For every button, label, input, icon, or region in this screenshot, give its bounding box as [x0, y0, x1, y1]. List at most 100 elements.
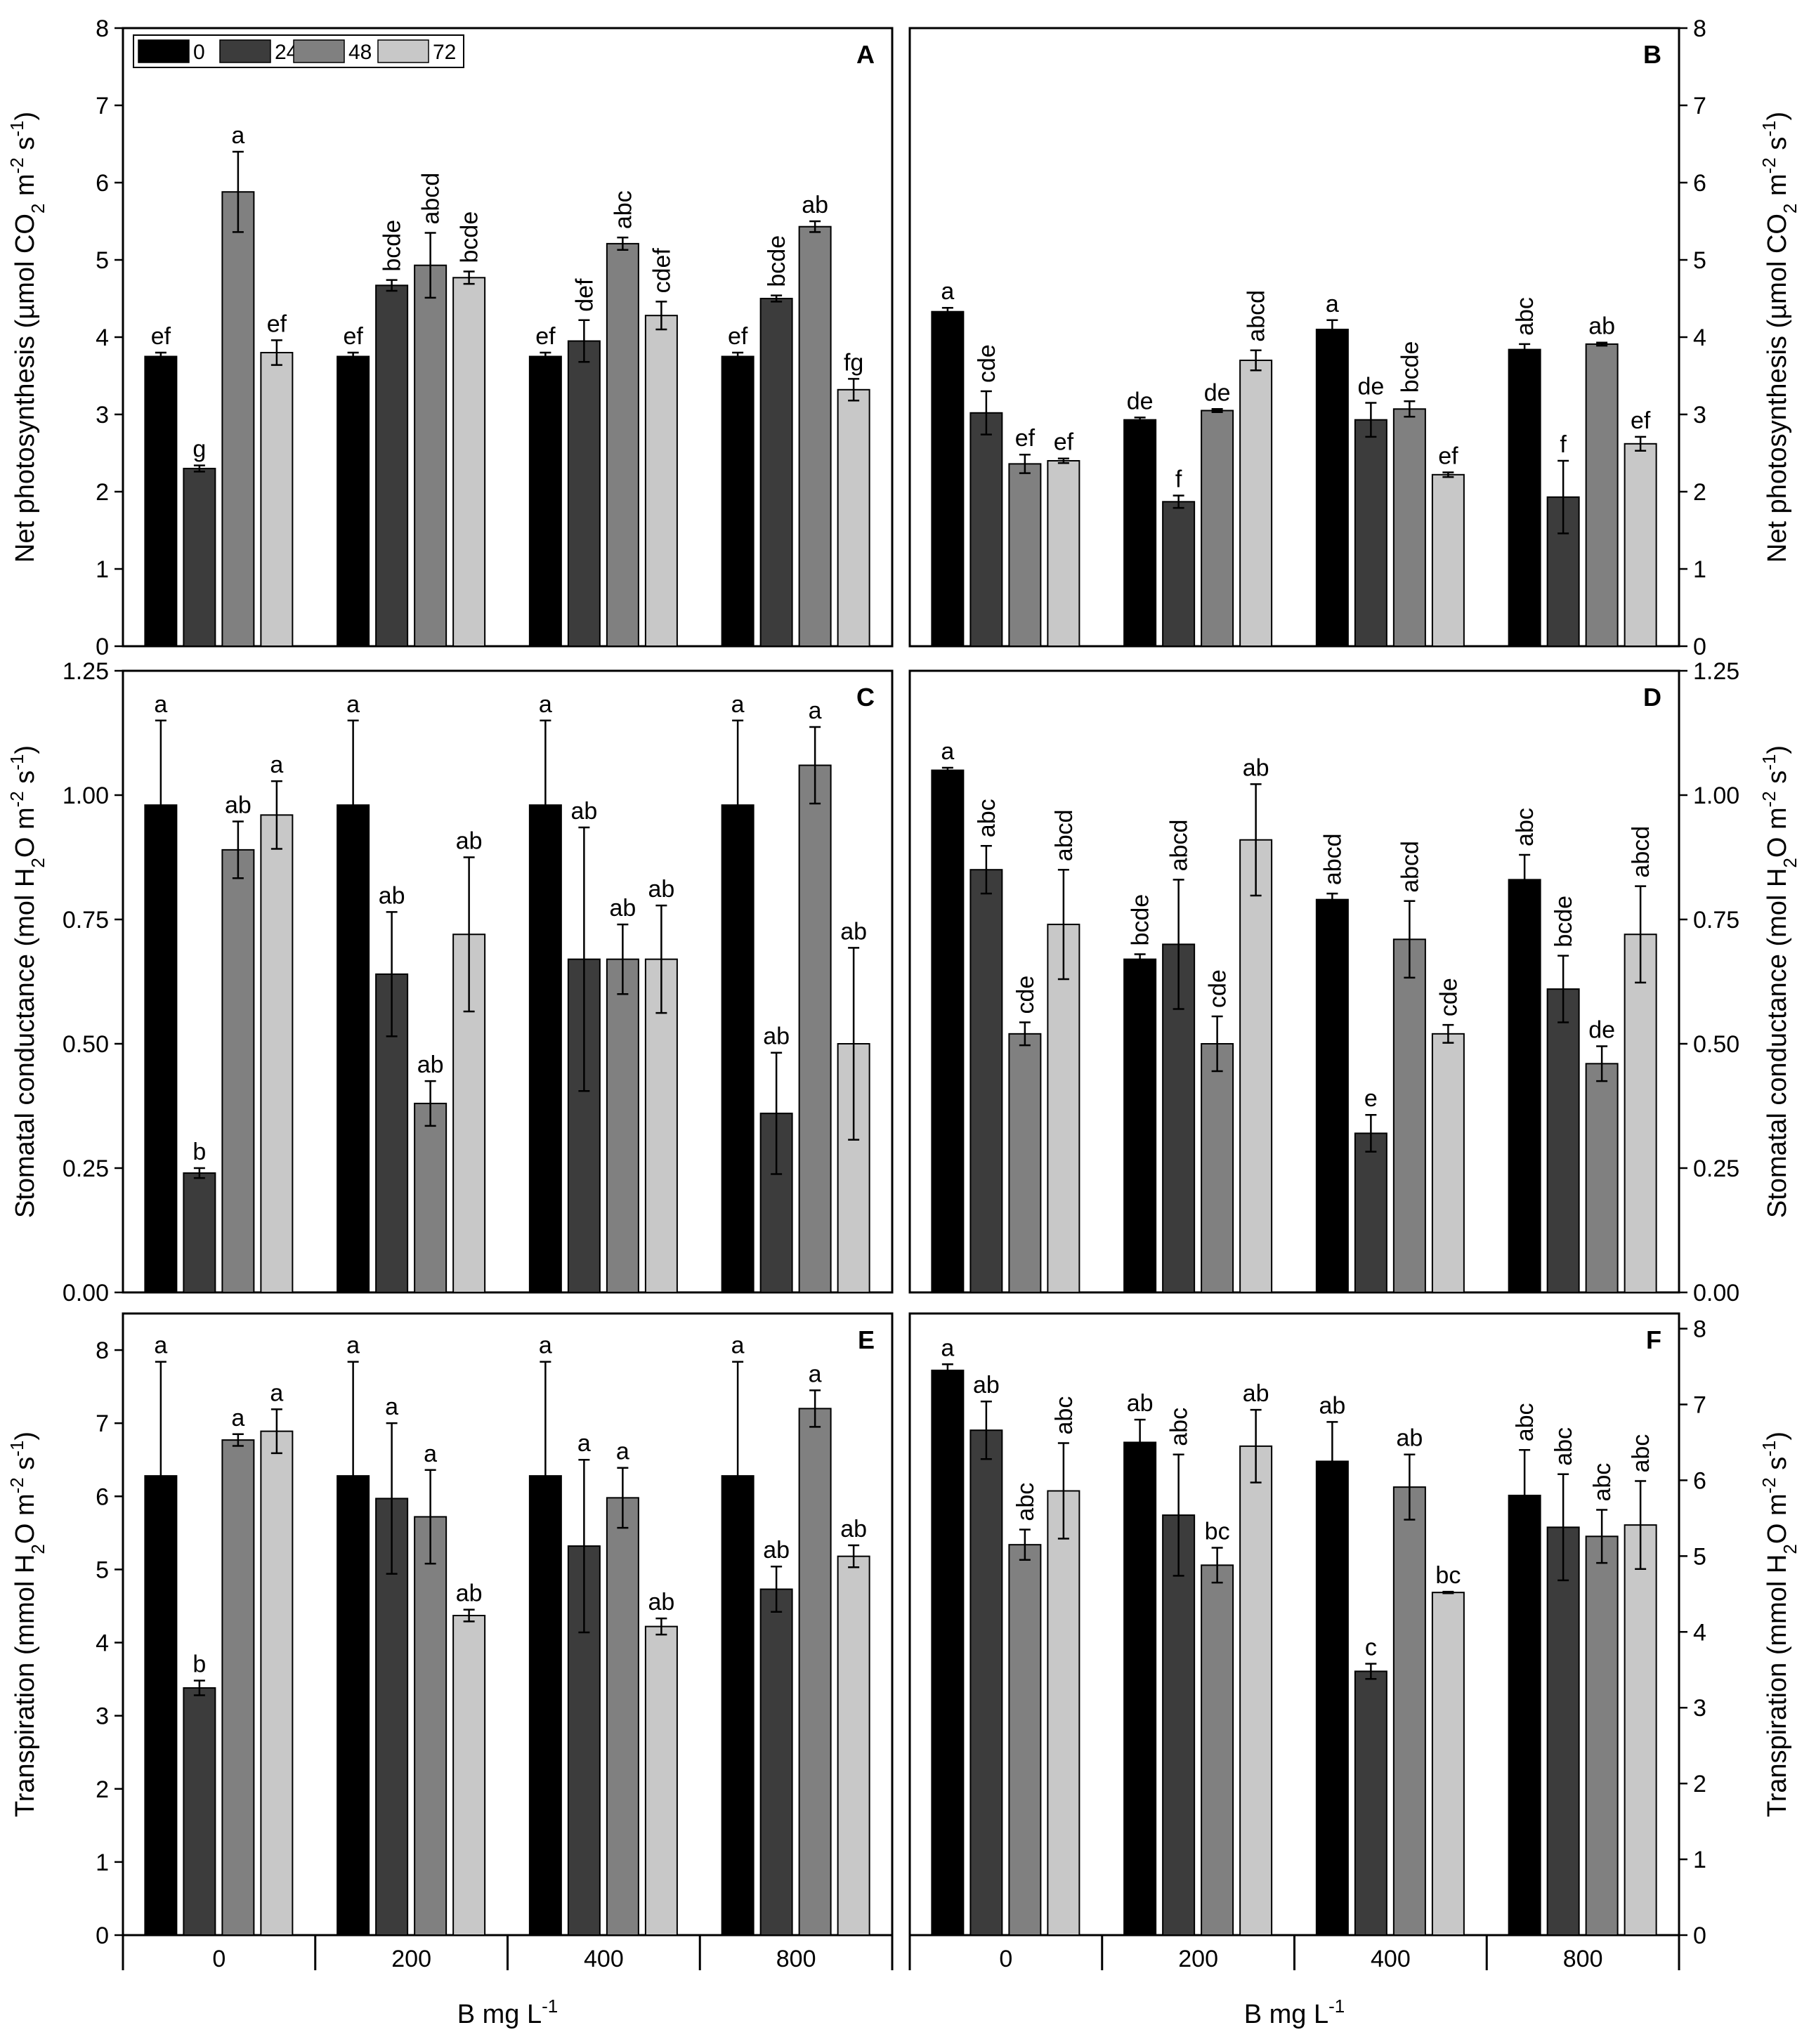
bar: [260, 1430, 294, 1936]
y-tick-label: 5: [96, 1557, 109, 1583]
bar: [1008, 463, 1042, 648]
y-axis-label-part: O m: [1763, 1493, 1792, 1544]
y-axis-label-part: ): [11, 745, 40, 754]
bar: [1392, 408, 1426, 647]
bar: [452, 1615, 486, 1936]
significance-letter: ab: [1243, 754, 1269, 781]
y-axis-label-part: 2: [27, 1544, 48, 1554]
bar: [1431, 473, 1465, 647]
bar: [1508, 879, 1541, 1293]
bar: [1354, 1132, 1387, 1293]
bar: [1508, 1495, 1541, 1936]
significance-letter: abc: [1051, 1396, 1078, 1435]
y-tick-label: 0: [1693, 1922, 1706, 1949]
series-0: a de a abc: [931, 278, 1541, 647]
significance-letter: a: [270, 1380, 283, 1406]
y-tick-label: 1.25: [63, 658, 109, 685]
series-24: cde f de f: [969, 344, 1580, 648]
significance-letter: a: [231, 1405, 244, 1432]
y-axis-label-part: m: [11, 173, 40, 203]
y-tick-label: 1.00: [1693, 782, 1739, 809]
bar: [837, 1555, 870, 1937]
bar-series-group: ef ef ef ef g bcde def bcde a abcd abc ab ef bcde cdef…: [144, 122, 870, 647]
significance-letter: b: [192, 1651, 206, 1678]
y-axis-label-part: m: [1763, 173, 1792, 203]
bar: [1008, 1033, 1042, 1293]
y-axis-label-part: Net photosynthesis (µmol CO: [11, 214, 40, 563]
significance-letter: a: [231, 122, 244, 149]
x-axis-label-sup: -1: [1328, 1996, 1345, 2017]
panel-label: B: [1643, 40, 1661, 69]
significance-letter: abc: [1550, 1427, 1577, 1466]
significance-letter: cde: [974, 344, 1000, 383]
x-axis-label: B mg L-1: [1244, 1996, 1345, 2029]
significance-letter: a: [731, 691, 745, 718]
series-48: abc bc ab abc: [1008, 1425, 1619, 1937]
significance-letter: ef: [1438, 443, 1458, 470]
significance-letter: ef: [1054, 429, 1074, 456]
significance-letter: a: [809, 1361, 822, 1387]
significance-letter: bcde: [1550, 896, 1577, 948]
y-axis-label-part: 2: [1779, 204, 1801, 214]
bar: [183, 468, 216, 647]
y-tick-label: 4: [96, 1630, 109, 1657]
significance-letter: abcd: [1319, 833, 1346, 885]
y-tick-label: 0.75: [1693, 907, 1739, 933]
y-tick-label: 1.00: [63, 782, 109, 809]
significance-letter: ab: [1588, 313, 1615, 340]
significance-letter: ab: [763, 1023, 790, 1050]
bar: [1047, 924, 1080, 1293]
significance-letter: g: [192, 436, 206, 463]
x-tick-label: 400: [584, 1946, 624, 1972]
significance-letter: abc: [1628, 1434, 1654, 1473]
y-axis-label-part: Transpiration (mmol H: [1763, 1554, 1792, 1817]
bar: [1546, 1526, 1580, 1937]
x-axis-label: B mg L-1: [457, 1996, 559, 2029]
bar: [260, 814, 294, 1293]
bar: [1315, 1460, 1349, 1936]
significance-letter: abc: [1512, 808, 1539, 846]
bar: [1239, 839, 1273, 1293]
bar: [1201, 1043, 1234, 1293]
bar: [1585, 343, 1619, 647]
bar: [1047, 1490, 1080, 1937]
legend-swatch: [293, 39, 345, 63]
significance-letter: abcd: [1243, 290, 1270, 342]
y-tick-label: 0.75: [63, 907, 109, 933]
bar: [1431, 1592, 1465, 1936]
significance-letter: ab: [1243, 1380, 1269, 1407]
y-tick-label: 2: [1693, 1771, 1706, 1797]
bar: [1315, 898, 1349, 1294]
y-axis-label: Transpiration (mmol H2O m-2 s-1): [1758, 1432, 1801, 1817]
y-tick-label: 3: [1693, 1695, 1706, 1722]
significance-letter: bcde: [1128, 894, 1154, 946]
y-tick-label: 2: [96, 479, 109, 506]
legend: 0 24 48 72: [133, 34, 464, 68]
y-axis-label-part: -2: [1758, 157, 1779, 173]
significance-letter: f: [1175, 466, 1182, 493]
bar: [1624, 443, 1657, 647]
y-tick-label: 0.50: [1693, 1031, 1739, 1058]
y-axis-label: Stomatal conductance (mol H2O m-2 s-1): [1758, 745, 1801, 1218]
significance-letter: a: [941, 278, 954, 305]
significance-letter: a: [270, 752, 283, 778]
y-tick-label: 2: [1693, 479, 1706, 506]
series-48: a abcd abc ab: [221, 122, 832, 647]
significance-letter: a: [941, 1335, 954, 1361]
significance-letter: a: [539, 691, 552, 718]
y-tick-label: 6: [96, 170, 109, 197]
bar: [1624, 933, 1657, 1293]
bar: [1123, 419, 1157, 647]
significance-letter: a: [539, 1332, 552, 1359]
series-48: cde cde abcd de: [1008, 841, 1619, 1293]
significance-letter: a: [577, 1430, 591, 1457]
bar: [1546, 988, 1580, 1293]
significance-letter: bc: [1205, 1518, 1230, 1545]
bar: [1354, 419, 1387, 647]
bar: [1201, 1564, 1234, 1937]
